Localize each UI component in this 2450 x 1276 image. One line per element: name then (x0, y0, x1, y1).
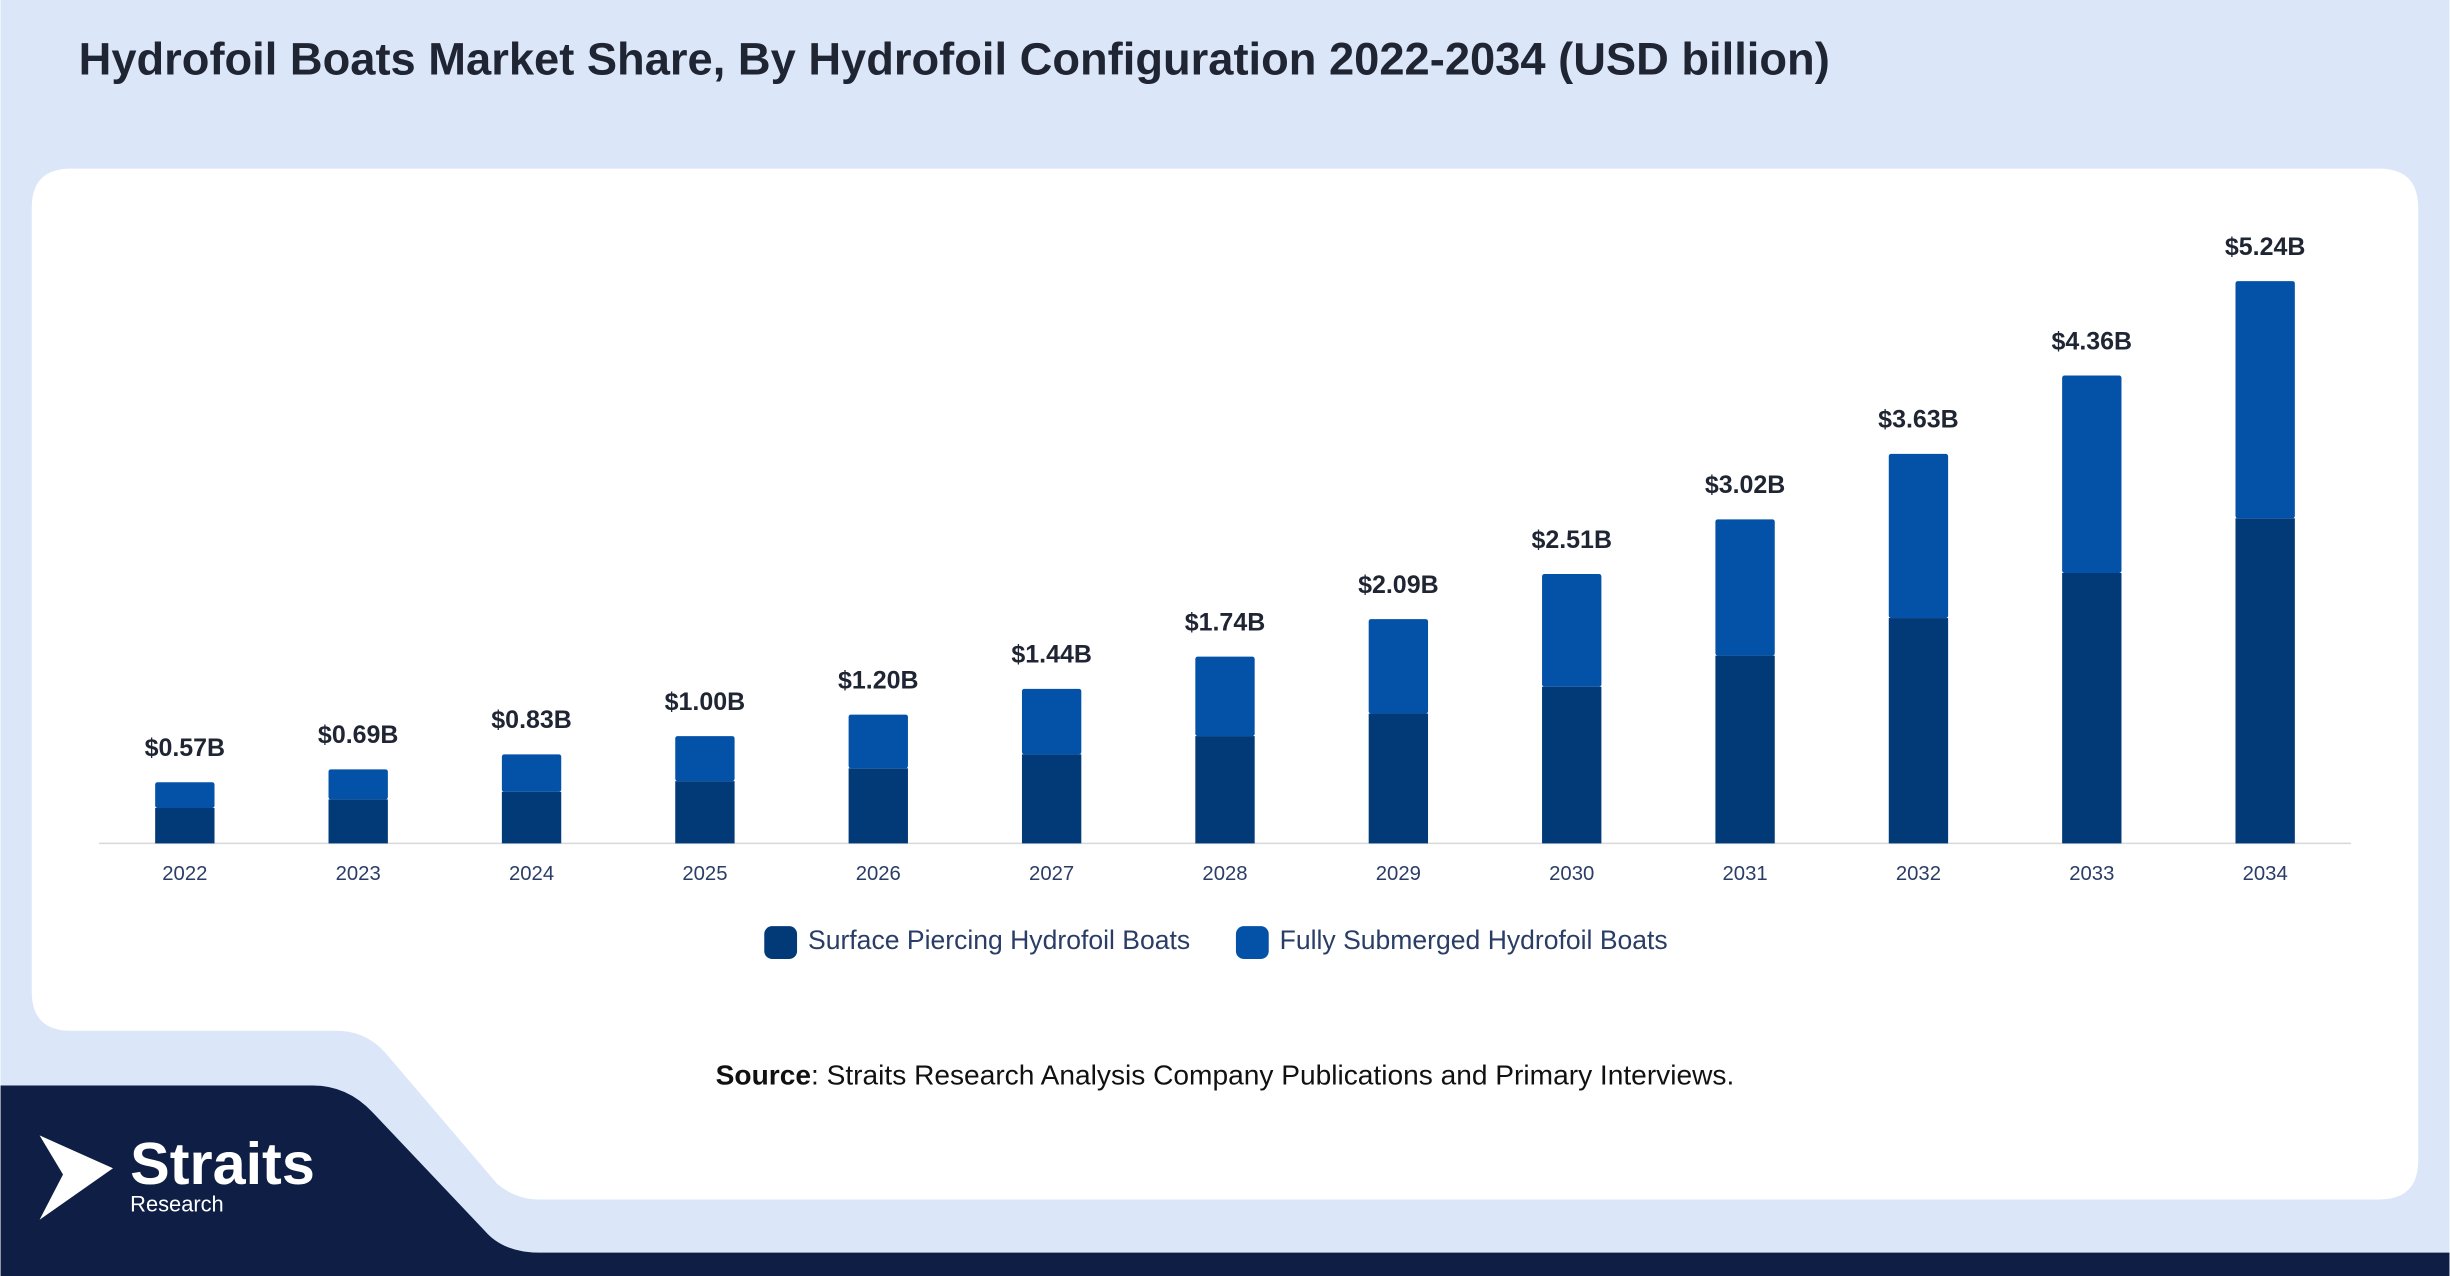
bar-segment (1888, 453, 1949, 619)
total-label: $1.44B (1011, 641, 1092, 669)
bar-segment (2235, 518, 2295, 844)
x-tick-label: 2034 (2243, 863, 2288, 885)
source: Source: Straits Research Analysis Compan… (716, 1060, 1735, 1091)
x-tick-label: 2022 (162, 863, 207, 885)
bar-segment (848, 768, 908, 844)
total-label: $3.02B (1705, 471, 1786, 499)
x-tick-label: 2030 (1549, 863, 1594, 885)
total-label: $4.36B (2052, 327, 2133, 355)
legend-swatch (1235, 926, 1269, 959)
legend-label: Surface Piercing Hydrofoil Boats (808, 925, 1190, 955)
total-label: $0.57B (145, 734, 226, 762)
logo-sub: Research (130, 1191, 224, 1216)
bar-segment (155, 782, 215, 808)
bar-segment (328, 769, 388, 800)
total-label: $0.83B (491, 706, 572, 734)
x-tick-label: 2032 (1896, 863, 1941, 885)
bar-segment (675, 736, 735, 782)
chart-title: Hydrofoil Boats Market Share, By Hydrofo… (79, 33, 1830, 84)
x-tick-label: 2024 (509, 863, 554, 885)
source-label: Source (716, 1060, 811, 1091)
total-label: $2.09B (1358, 571, 1439, 599)
footer-band (0, 1085, 2450, 1276)
total-label: $3.63B (1878, 406, 1959, 434)
bar-segment (1368, 619, 1429, 714)
bar-segment (1021, 754, 1082, 844)
source-text: : Straits Research Analysis Company Publ… (811, 1060, 1734, 1091)
x-tick-label: 2027 (1029, 863, 1074, 885)
bar-segment (1195, 736, 1255, 844)
legend-swatch (764, 926, 798, 959)
bar-segment (501, 754, 562, 792)
total-label: $1.74B (1185, 608, 1266, 636)
bar-segment (1715, 519, 1775, 656)
bar-segment (155, 807, 215, 844)
x-tick-label: 2026 (856, 863, 901, 885)
x-tick-label: 2028 (1202, 863, 1247, 885)
bar-segment (1195, 656, 1255, 737)
logo-icon (39, 1135, 113, 1220)
bar-segment (675, 781, 735, 844)
bar-segment (2062, 375, 2122, 573)
x-tick-label: 2033 (2069, 863, 2114, 885)
x-tick-label: 2031 (1723, 863, 1768, 885)
bar-segment (1021, 688, 1082, 755)
bar-segment (1542, 686, 1602, 844)
bar-segment (2235, 281, 2295, 519)
x-tick-label: 2023 (336, 863, 381, 885)
bar-segment (501, 791, 562, 844)
bar-segment (1368, 713, 1429, 844)
total-label: $2.51B (1531, 526, 1612, 554)
logo-name: Straits (130, 1130, 315, 1197)
bar-segment (1888, 618, 1949, 844)
bar-segment (848, 714, 908, 769)
bar-segment (1715, 655, 1775, 844)
bar-segment (1542, 574, 1602, 687)
total-label: $1.00B (665, 688, 746, 716)
bar-segment (328, 799, 388, 844)
total-label: $0.69B (318, 721, 399, 749)
legend-label: Fully Submerged Hydrofoil Boats (1280, 925, 1668, 955)
total-label: $1.20B (838, 666, 919, 694)
total-label: $5.24B (2225, 233, 2306, 261)
x-tick-label: 2029 (1376, 863, 1421, 885)
bar-segment (2062, 572, 2122, 844)
x-tick-label: 2025 (682, 863, 727, 885)
